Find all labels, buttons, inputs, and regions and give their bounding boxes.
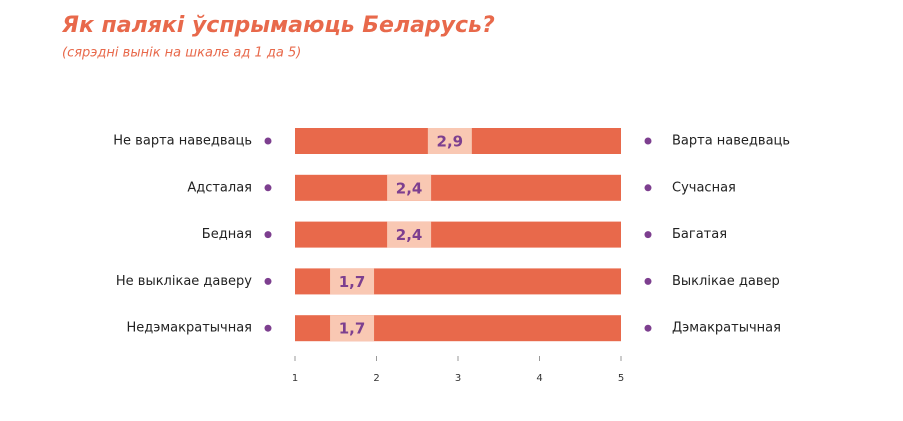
value-label: 2,4 xyxy=(396,179,423,197)
value-label: 1,7 xyxy=(339,273,366,291)
value-marker xyxy=(387,221,432,248)
scale-bar xyxy=(295,221,621,248)
x-tick-label: 2 xyxy=(373,373,379,384)
left-dot xyxy=(264,277,272,285)
x-tick-label: 4 xyxy=(536,373,542,384)
value-marker xyxy=(387,174,432,201)
left-dot xyxy=(264,184,272,192)
right-dot xyxy=(644,231,652,239)
x-tick-label: 3 xyxy=(455,373,461,384)
right-dot xyxy=(644,137,652,145)
right-label: Выклікае давер xyxy=(672,274,780,289)
right-label: Варта наведваць xyxy=(672,134,790,149)
chart-subtitle: (сярэдні вынік на шкале ад 1 да 5) xyxy=(62,46,301,61)
left-label: Не варта наведваць xyxy=(113,134,252,149)
value-marker xyxy=(427,128,472,154)
x-tick-label: 5 xyxy=(618,373,624,384)
left-label: Адсталая xyxy=(187,180,252,195)
left-label: Бедная xyxy=(202,227,252,242)
right-label: Багатая xyxy=(672,227,727,242)
value-label: 2,9 xyxy=(437,133,464,151)
right-dot xyxy=(644,184,652,192)
chart-title: Як палякі ўспрымаюць Беларусь? xyxy=(61,13,495,38)
value-marker xyxy=(330,268,375,295)
left-label: Недэмакратычная xyxy=(126,321,252,336)
scale-bar xyxy=(295,174,621,201)
left-dot xyxy=(264,231,272,239)
right-dot xyxy=(644,277,652,285)
value-marker xyxy=(330,315,375,342)
right-label: Дэмакратычная xyxy=(672,321,781,336)
left-label: Не выклікае даверу xyxy=(116,274,252,289)
right-label: Сучасная xyxy=(672,180,736,195)
left-dot xyxy=(264,137,272,145)
left-dot xyxy=(264,324,272,332)
value-label: 2,4 xyxy=(396,226,423,244)
right-dot xyxy=(644,324,652,332)
value-label: 1,7 xyxy=(339,320,366,338)
x-tick-label: 1 xyxy=(292,373,298,384)
